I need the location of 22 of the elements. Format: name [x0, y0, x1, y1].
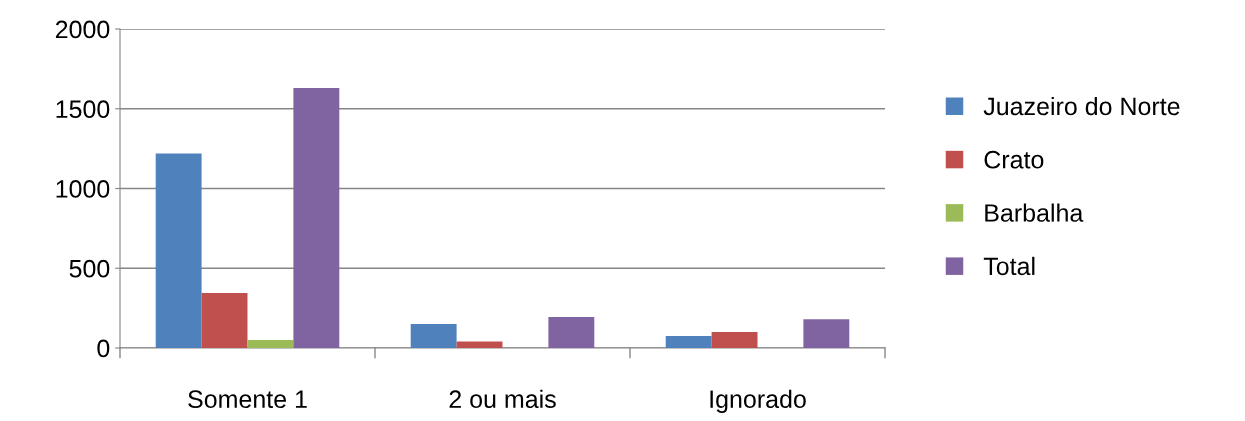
x-tick-label: Ignorado	[710, 389, 806, 413]
bar	[456, 341, 503, 348]
legend-label: Total	[983, 256, 1035, 276]
bar	[155, 153, 202, 348]
legend-label: Juazeiro do Norte	[983, 96, 1180, 116]
legend-label: Crato	[984, 150, 1044, 169]
bar	[803, 319, 850, 348]
x-tick-label: 2 ou mais	[449, 389, 556, 409]
bar	[201, 292, 248, 348]
bar	[711, 332, 758, 348]
y-tick-label: 1000	[56, 180, 110, 198]
legend-label: Barbalha	[985, 203, 1084, 222]
bar	[665, 336, 712, 348]
bar	[293, 88, 340, 348]
bar	[548, 316, 595, 348]
bar	[247, 340, 294, 348]
y-tick-label: 500	[69, 259, 110, 278]
y-tick-label: 2000	[55, 20, 110, 39]
y-tick-label: 0	[97, 339, 110, 358]
y-tick-label: 1500	[56, 100, 110, 119]
x-tick-label: Somente 1	[188, 390, 307, 409]
bar	[410, 324, 457, 348]
